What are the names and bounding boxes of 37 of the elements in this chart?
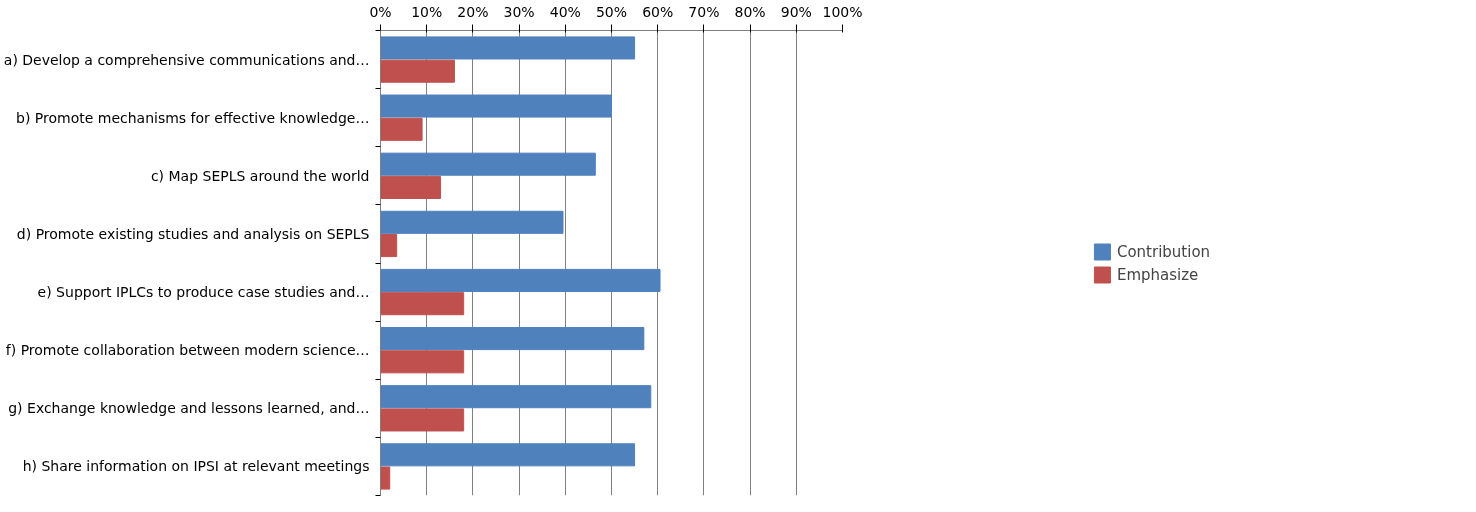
legend-label: Contribution [1116,242,1211,260]
bar [380,117,423,141]
bar [380,327,645,351]
y-tick-label: g) Exchange knowledge and lessons learned, and… [8,400,370,417]
bar [380,210,564,234]
bar [380,268,661,292]
bar [380,408,465,432]
bar [380,59,455,83]
x-tick-label: 30% [503,3,535,20]
x-tick-label: 50% [595,3,628,20]
x-tick-label: 100% [822,3,863,20]
bar [380,36,636,60]
y-tick-label: a) Develop a comprehensive communications and… [3,51,370,68]
bar [380,94,612,118]
x-tick-label: 80% [734,3,766,20]
bar [380,350,465,374]
x-tick-label: 40% [549,3,581,20]
y-tick-label: b) Promote mechanisms for effective knowledge… [16,109,370,126]
y-tick-label: c) Map SEPLS around the world [150,167,370,184]
bar [380,152,596,176]
y-tick-label: h) Share information on IPSI at relevant meetings [22,458,370,475]
bar [380,175,442,199]
x-tick-label: 0% [369,3,392,20]
bar [380,385,652,409]
y-tick-label: e) Support IPLCs to produce case studies and… [37,284,370,301]
bar [380,292,465,316]
legend-label: Emphasize [1116,265,1199,283]
x-tick-label: 70% [688,3,720,20]
x-tick-label: 10% [411,3,443,20]
y-tick-label: f) Promote collaboration between modern science… [5,342,370,359]
bar [380,466,391,490]
bar [380,443,636,467]
x-tick-label: 60% [642,3,674,20]
bar [380,234,398,258]
x-tick-label: 20% [457,3,489,20]
x-tick-label: 90% [780,3,812,20]
y-tick-label: d) Promote existing studies and analysis on SEPLS [16,225,370,242]
